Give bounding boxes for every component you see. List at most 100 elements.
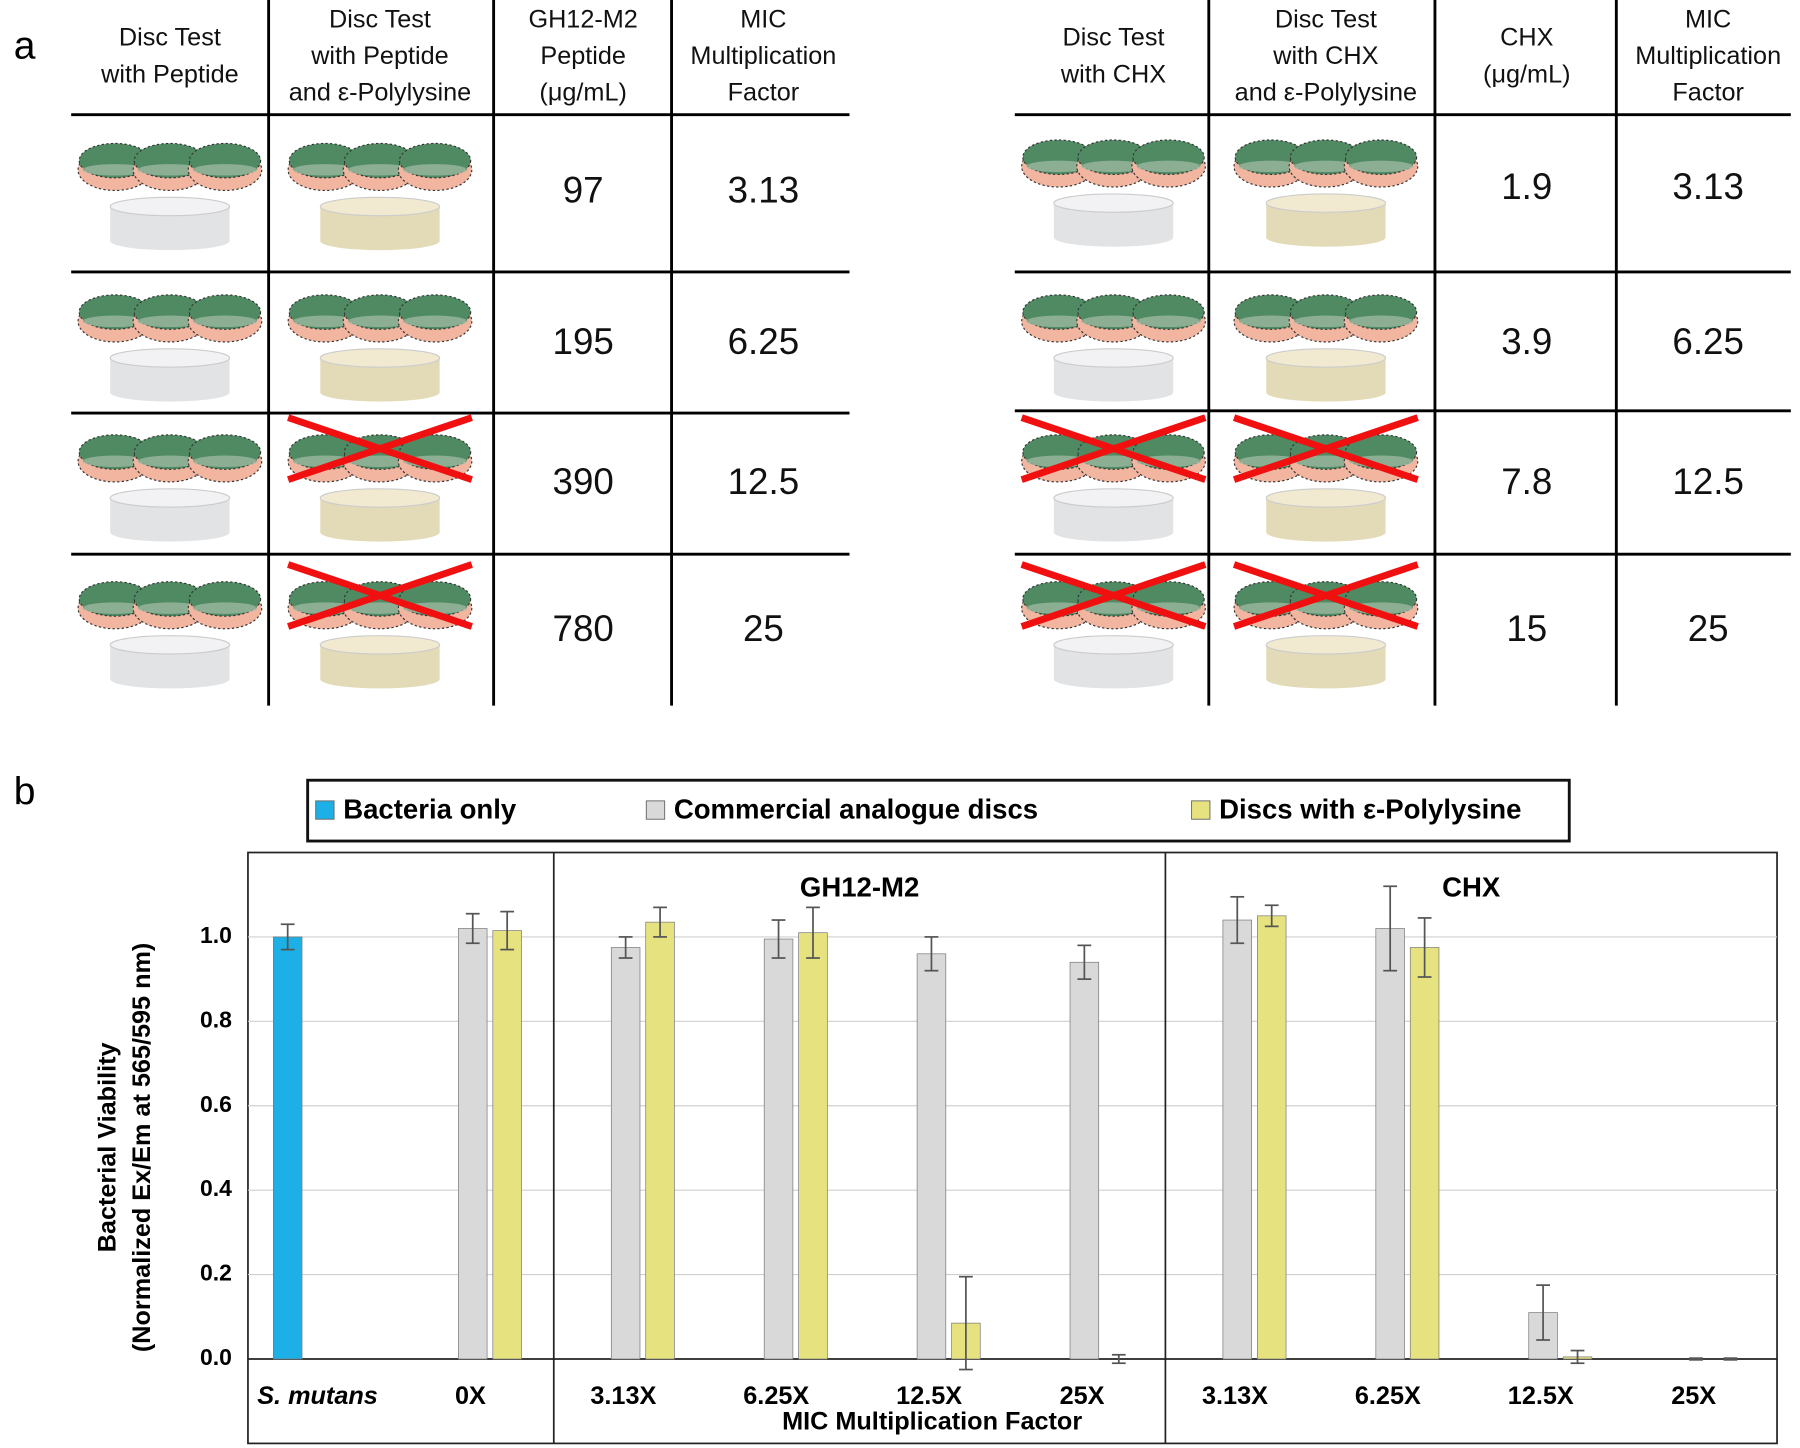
disc-top — [1053, 193, 1174, 213]
table-header: Disc Test — [119, 24, 221, 52]
error-bar — [806, 906, 820, 959]
x-tick-label: 12.5X — [896, 1382, 962, 1410]
table-header: Multiplication — [690, 42, 836, 70]
panel-label: b — [14, 770, 36, 813]
error-bar — [1077, 944, 1092, 980]
table-cell: 15 — [1506, 608, 1547, 649]
bar — [1375, 928, 1405, 1360]
bar — [798, 932, 828, 1360]
error-bar — [465, 912, 480, 945]
table-header: with CHX — [1060, 60, 1166, 88]
x-tick-label: 0X — [455, 1382, 486, 1410]
disc-bottom — [320, 231, 440, 251]
bacterium-stripe — [1081, 455, 1146, 467]
legend-swatch — [1191, 800, 1211, 820]
bacterium-stripe — [1136, 160, 1201, 173]
bar — [916, 953, 947, 1360]
error-bar — [1536, 1284, 1550, 1341]
y-tick-label: 1.0 — [200, 922, 232, 948]
table-cell: 195 — [553, 321, 614, 362]
bacterium-stripe — [1081, 160, 1146, 173]
x-tick-label: 3.13X — [590, 1382, 656, 1410]
chart: 0.0 0.2 0.4 0.6 0.8 1.0 GH12-M2 CHX S. mutans 0X 3… — [94, 778, 1778, 1445]
bar — [645, 921, 675, 1360]
disc-bottom — [110, 383, 230, 402]
bacterium-stripe — [1238, 315, 1303, 328]
table-header: with Peptide — [310, 42, 449, 70]
disc-top — [1265, 635, 1387, 655]
error-bar — [653, 906, 667, 938]
table-cell: 3.9 — [1501, 321, 1552, 362]
y-axis-label: Bacterial Viability — [94, 1042, 122, 1252]
disc-bottom — [1266, 383, 1386, 402]
table-cell: 12.5 — [1672, 461, 1743, 502]
legend-label: Bacteria only — [343, 793, 517, 824]
bacterium-stripe — [137, 315, 203, 328]
bacterium-stripe — [137, 602, 203, 614]
bacterium-stripe — [82, 164, 147, 176]
bar — [458, 928, 488, 1360]
x-tick-label: 6.25X — [1355, 1382, 1421, 1410]
bacterium-stripe — [1293, 315, 1359, 328]
bacterium-stripe — [1348, 160, 1414, 173]
disc-bottom — [320, 383, 440, 402]
table-cell: 6.25 — [1672, 321, 1743, 362]
table-header: MIC — [740, 5, 786, 33]
disc-bottom — [110, 231, 230, 251]
error-bar — [1383, 885, 1398, 972]
error-bar — [959, 1275, 973, 1371]
disc-top — [109, 196, 231, 217]
table-cell: 780 — [553, 608, 614, 649]
disc-top — [1053, 348, 1174, 368]
bacterium-stripe — [1293, 602, 1359, 614]
bacterium-stripe — [192, 164, 258, 176]
disc-top — [1265, 488, 1387, 508]
bacterium-stripe — [347, 164, 413, 176]
bacterium-stripe — [1026, 315, 1091, 328]
disc-bottom — [1053, 670, 1174, 689]
bacterium-stripe — [402, 315, 468, 328]
bacterium-stripe — [1238, 160, 1303, 173]
bacterium-stripe — [1026, 160, 1091, 173]
bacterium-stripe — [82, 602, 147, 614]
table-header: GH12-M2 — [528, 5, 637, 33]
bacterium-stripe — [192, 602, 258, 614]
bacterium-stripe — [1136, 315, 1201, 328]
bar — [763, 938, 794, 1360]
y-tick-label: 0.6 — [200, 1091, 232, 1117]
error-bar — [1689, 1357, 1703, 1361]
bacterium-stripe — [347, 602, 413, 614]
disc-bottom — [1053, 523, 1174, 542]
plot-frame — [247, 851, 1778, 1445]
table-header: and ε-Polylysine — [289, 79, 471, 107]
cross — [287, 561, 473, 630]
bar — [1222, 919, 1252, 1360]
table-cell: 25 — [1688, 608, 1729, 649]
disc-bottom — [1266, 523, 1386, 542]
disc-top — [319, 488, 441, 508]
disc-top — [109, 635, 231, 655]
disc-top — [1265, 193, 1387, 213]
y-tick-label: 0.8 — [200, 1006, 232, 1032]
table-header: Disc Test — [1275, 5, 1377, 33]
bacterium-stripe — [1348, 315, 1414, 328]
disc-top — [1265, 348, 1387, 368]
table-header: Factor — [1672, 79, 1744, 107]
disc-top — [319, 196, 441, 217]
disc-bottom — [110, 523, 230, 542]
disc-top — [319, 635, 441, 655]
disc-top — [109, 348, 231, 368]
legend-label: Commercial analogue discs — [674, 793, 1038, 824]
bacterium-stripe — [82, 315, 147, 328]
bacterium-stripe — [347, 455, 413, 467]
bacterium-stripe — [347, 315, 413, 328]
bacterium-stripe — [137, 164, 203, 176]
x-tick-label: 25X — [1060, 1382, 1105, 1410]
bar — [492, 930, 522, 1360]
table-header: MIC — [1685, 5, 1731, 33]
table: Disc Test with CHX Disc Test with CHX and ε-… — [1014, 0, 1791, 706]
error-bar — [771, 919, 786, 959]
disc-bottom — [1266, 228, 1386, 247]
error-bar — [1230, 895, 1245, 945]
